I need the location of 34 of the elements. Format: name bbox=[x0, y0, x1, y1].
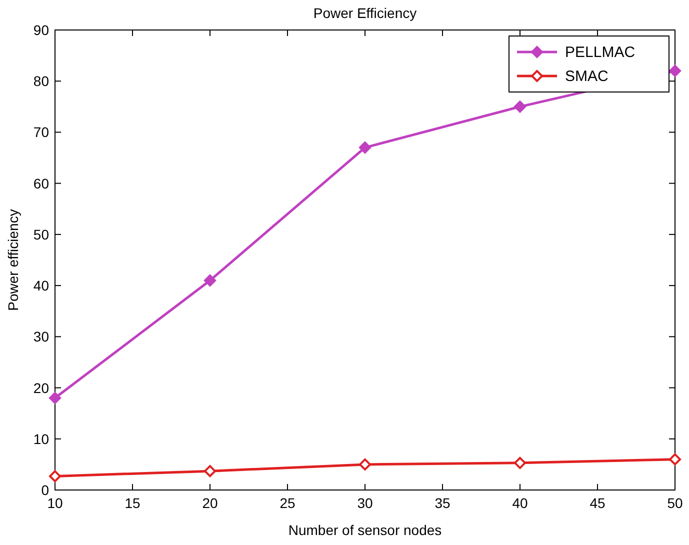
point bbox=[669, 453, 681, 466]
point bbox=[359, 458, 371, 470]
y-axis-title: Power efficiency bbox=[5, 209, 21, 311]
y-tick-label: 10 bbox=[33, 430, 50, 447]
legend-label: PELLMAC bbox=[565, 44, 636, 61]
y-tick-label: 90 bbox=[33, 22, 50, 38]
point bbox=[359, 142, 371, 154]
y-tick-label: 0 bbox=[41, 482, 50, 498]
x-tick-label: 25 bbox=[280, 495, 296, 511]
point bbox=[204, 465, 216, 478]
point bbox=[49, 470, 61, 482]
y-tick-label: 60 bbox=[33, 175, 50, 192]
legend-label: SMAC bbox=[565, 68, 609, 85]
point bbox=[514, 456, 526, 469]
point bbox=[514, 100, 526, 113]
y-tick-label: 80 bbox=[33, 73, 50, 90]
y-tick-label: 30 bbox=[33, 328, 50, 345]
x-tick-label: 10 bbox=[47, 495, 63, 511]
y-tick-label: 70 bbox=[33, 124, 50, 140]
x-tick-label: 35 bbox=[434, 495, 450, 511]
point bbox=[204, 274, 216, 286]
y-tick-label: 20 bbox=[33, 380, 50, 396]
y-tick-label: 40 bbox=[33, 278, 50, 294]
x-tick-label: 15 bbox=[124, 495, 140, 511]
point bbox=[49, 392, 61, 404]
x-tick-label: 20 bbox=[202, 495, 218, 511]
x-tick-label: 50 bbox=[667, 495, 683, 511]
y-tick-label: 50 bbox=[33, 226, 50, 242]
x-tick-label: 45 bbox=[590, 495, 606, 511]
chart-title: Power Efficiency bbox=[313, 5, 417, 21]
x-axis-title: Number of sensor nodes bbox=[288, 522, 442, 538]
point bbox=[669, 64, 681, 77]
x-tick-label: 40 bbox=[512, 495, 528, 511]
x-tick-label: 30 bbox=[357, 495, 373, 511]
